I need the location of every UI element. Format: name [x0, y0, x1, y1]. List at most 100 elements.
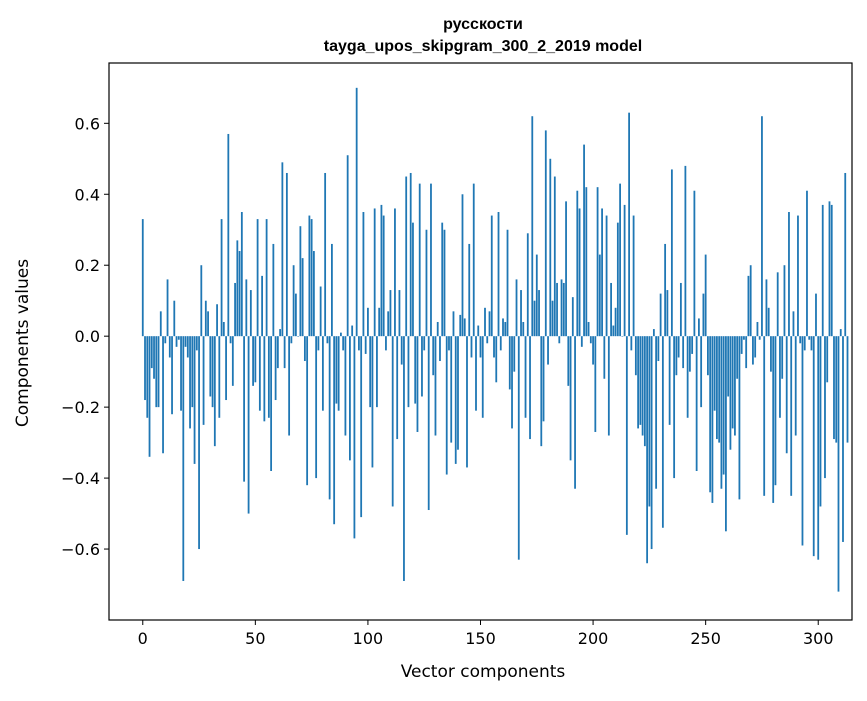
bar-176: [538, 290, 540, 337]
bar-168: [520, 290, 522, 337]
bar-200: [592, 336, 594, 365]
bar-33: [216, 304, 218, 337]
bar-14: [173, 300, 176, 337]
bar-227: [652, 329, 655, 337]
bar-77: [315, 336, 318, 479]
bar-96: [358, 336, 360, 351]
bar-228: [655, 336, 658, 489]
bar-41: [234, 282, 236, 337]
bar-103: [373, 208, 376, 337]
bar-92: [349, 336, 351, 461]
bar-202: [596, 187, 599, 337]
bar-211: [616, 222, 619, 337]
bar-256: [718, 336, 721, 443]
bar-210: [614, 307, 617, 337]
bar-99: [364, 336, 367, 354]
bar-50: [254, 336, 257, 383]
bar-295: [806, 190, 808, 337]
bar-248: [700, 336, 703, 408]
bar-57: [270, 336, 273, 471]
bar-81: [324, 172, 327, 337]
bar-142: [461, 194, 464, 337]
bar-16: [177, 336, 180, 340]
bar-123: [418, 183, 421, 337]
x-tick-label: 0: [138, 629, 148, 648]
bar-76: [312, 251, 315, 337]
bar-215: [625, 336, 628, 535]
bar-281: [774, 336, 777, 486]
bar-97: [360, 336, 363, 518]
bar-151: [481, 336, 484, 418]
bar-258: [722, 336, 725, 475]
bar-80: [321, 336, 324, 411]
bar-163: [508, 336, 511, 390]
bar-138: [452, 311, 455, 337]
bar-0: [141, 219, 144, 337]
bar-275: [761, 116, 763, 337]
bar-115: [400, 336, 403, 365]
x-tick-label: 100: [353, 629, 384, 648]
bars-group: [141, 87, 849, 592]
bar-309: [837, 336, 840, 592]
bar-40: [231, 336, 234, 386]
bar-237: [675, 336, 678, 376]
bar-67: [292, 265, 295, 337]
bar-313: [846, 336, 849, 443]
bar-206: [605, 215, 608, 337]
bar-280: [772, 336, 775, 503]
bar-290: [794, 336, 797, 436]
bar-308: [835, 336, 838, 443]
bar-260: [727, 336, 730, 397]
bar-167: [517, 336, 520, 560]
bar-90: [344, 336, 347, 436]
y-axis-label: Components values: [13, 259, 33, 427]
bar-288: [790, 336, 793, 496]
bar-234: [668, 336, 671, 425]
y-tick-label: 0.6: [75, 114, 100, 133]
bar-158: [497, 212, 500, 337]
bar-273: [756, 321, 759, 337]
bar-274: [758, 336, 761, 340]
chart-title: русскости: [443, 16, 523, 33]
bar-25: [198, 336, 200, 550]
bar-26: [200, 265, 203, 337]
bar-243: [688, 336, 691, 372]
bar-188: [565, 201, 567, 337]
y-tick-label: −0.6: [61, 540, 100, 559]
bar-59: [274, 336, 277, 401]
bar-3: [148, 336, 151, 457]
bar-283: [779, 336, 781, 418]
bar-240: [682, 336, 685, 369]
bar-12: [168, 336, 171, 358]
bar-156: [493, 336, 495, 358]
bar-298: [812, 336, 815, 557]
bar-155: [490, 215, 493, 337]
bar-73: [306, 336, 309, 486]
bar-272: [754, 336, 757, 358]
bar-194: [578, 208, 581, 337]
bar-249: [702, 293, 705, 337]
bar-61: [279, 329, 282, 337]
bar-47: [247, 336, 250, 514]
bar-276: [763, 336, 766, 496]
bar-8: [159, 311, 162, 337]
bar-89: [342, 336, 345, 351]
bar-282: [776, 272, 779, 337]
bar-100: [367, 307, 369, 337]
bar-2: [146, 336, 149, 418]
bar-139: [454, 336, 457, 464]
bar-247: [698, 318, 700, 337]
y-tick-label: 0.4: [75, 185, 100, 204]
bar-171: [526, 233, 529, 337]
bar-251: [707, 336, 709, 376]
x-tick-label: 50: [245, 629, 265, 648]
bar-229: [657, 336, 660, 362]
bar-189: [567, 336, 570, 386]
bar-162: [506, 229, 509, 337]
bar-13: [171, 336, 173, 415]
bar-232: [664, 243, 667, 337]
bar-224: [646, 336, 649, 564]
bar-82: [326, 336, 329, 344]
bar-252: [709, 336, 712, 493]
bar-198: [587, 321, 590, 337]
